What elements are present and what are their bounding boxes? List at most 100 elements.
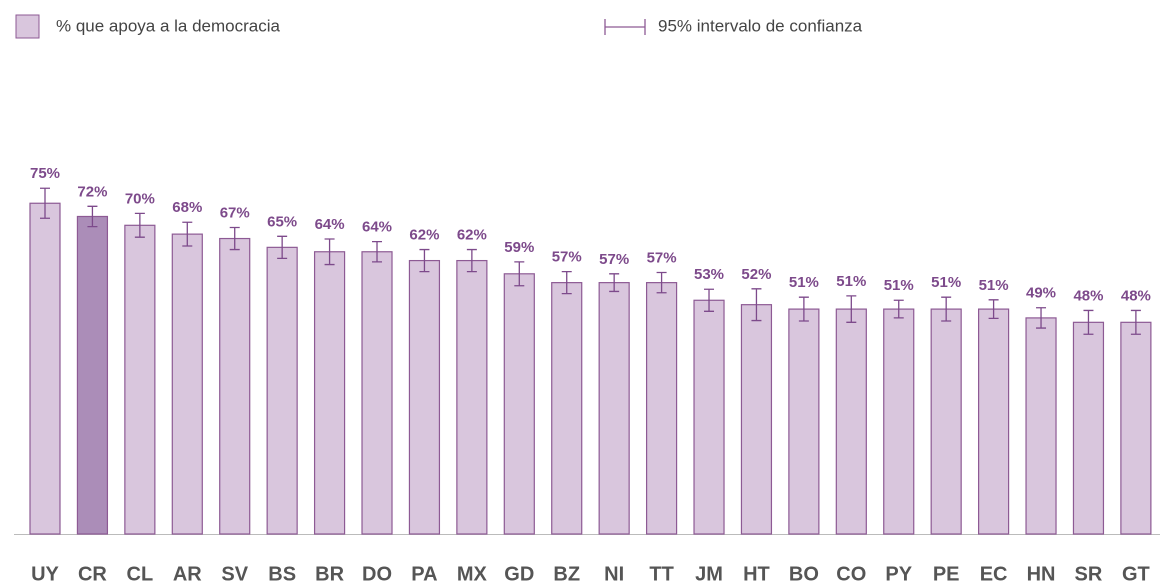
- bar: [598, 282, 630, 535]
- x-tick-label: MX: [457, 563, 488, 585]
- error-bar: [1083, 309, 1094, 335]
- x-tick-label: BO: [789, 563, 819, 585]
- bar: [171, 233, 203, 535]
- error-bar: [87, 205, 98, 228]
- value-label: 51%: [931, 274, 961, 291]
- x-tick-label: TT: [649, 563, 673, 585]
- value-label: 64%: [362, 219, 392, 236]
- error-bar: [372, 240, 383, 263]
- error-bar: [229, 226, 240, 251]
- value-label: 62%: [409, 227, 439, 244]
- x-tick-label: PY: [885, 563, 912, 585]
- error-bar: [1130, 309, 1141, 335]
- value-label: 48%: [1121, 287, 1151, 304]
- x-tick-label: PE: [933, 563, 960, 585]
- value-label: 51%: [836, 273, 866, 290]
- value-label: 49%: [1026, 285, 1056, 302]
- error-bar: [182, 221, 193, 247]
- bar: [977, 308, 1010, 535]
- value-label: 64%: [315, 216, 345, 233]
- x-tick-label: SV: [221, 563, 248, 585]
- bar: [29, 202, 61, 535]
- error-bar: [40, 187, 50, 219]
- value-label: 51%: [789, 274, 819, 291]
- x-tick-label: GT: [1122, 563, 1150, 585]
- bar: [883, 308, 915, 535]
- x-tick-label: GD: [504, 563, 534, 585]
- x-tick-label: BR: [315, 563, 344, 585]
- value-label: 53%: [694, 266, 724, 283]
- bar: [930, 308, 962, 535]
- error-bar: [704, 288, 715, 312]
- error-bar: [419, 248, 430, 273]
- bar: [266, 246, 298, 535]
- x-tick-label: NI: [604, 563, 624, 585]
- bar: [693, 299, 725, 535]
- error-bar: [751, 288, 762, 322]
- value-label: 57%: [552, 249, 582, 266]
- bar: [1025, 317, 1057, 535]
- x-tick-label: SR: [1075, 563, 1103, 585]
- bar: [76, 215, 109, 535]
- error-bar: [798, 296, 809, 322]
- value-label: 51%: [979, 277, 1009, 294]
- error-bar: [134, 212, 145, 238]
- x-tick-label: EC: [980, 563, 1008, 585]
- value-label: 72%: [77, 183, 107, 200]
- error-bar: [277, 235, 288, 260]
- x-tick-label: HN: [1027, 563, 1056, 585]
- value-label: 68%: [172, 199, 202, 216]
- error-bar: [941, 296, 952, 322]
- value-label: 59%: [504, 239, 534, 256]
- x-tick-label: BZ: [553, 563, 580, 585]
- x-tick-label: HT: [743, 563, 770, 585]
- value-label: 62%: [457, 227, 487, 244]
- bar: [361, 251, 393, 535]
- value-label: 75%: [30, 165, 60, 182]
- value-label: 48%: [1073, 287, 1103, 304]
- error-bar: [609, 273, 620, 293]
- x-tick-label: CR: [78, 563, 107, 585]
- legend-swatch: [15, 14, 40, 39]
- error-bar: [514, 261, 525, 287]
- error-bar: [1036, 307, 1047, 329]
- bar: [1072, 321, 1105, 535]
- error-bar: [656, 271, 667, 294]
- value-label: 52%: [741, 266, 771, 283]
- bar: [740, 304, 773, 535]
- error-legend-label: 95% intervalo de confianza: [658, 16, 863, 35]
- x-tick-label: CO: [836, 563, 866, 585]
- x-tick-label: BS: [268, 563, 296, 585]
- bar: [503, 273, 535, 535]
- bar: [645, 282, 678, 535]
- error-bar: [466, 248, 477, 273]
- x-tick-label: PA: [411, 563, 437, 585]
- error-bar: [561, 270, 572, 295]
- x-tick-label: UY: [31, 563, 59, 585]
- error-bar: [893, 299, 904, 319]
- x-tick-label: DO: [362, 563, 392, 585]
- bar: [313, 251, 346, 535]
- error-bar: [324, 238, 335, 266]
- bar: [124, 224, 156, 535]
- value-label: 67%: [220, 204, 250, 221]
- bar: [835, 308, 867, 535]
- value-label: 51%: [884, 277, 914, 294]
- x-tick-label: AR: [173, 563, 202, 585]
- bar: [1120, 321, 1152, 535]
- error-bar: [988, 299, 999, 320]
- value-label: 57%: [647, 249, 677, 266]
- legend-label: % que apoya a la democracia: [56, 16, 281, 35]
- error-legend-icon: [604, 19, 646, 35]
- value-label: 57%: [599, 251, 629, 268]
- x-tick-label: CL: [127, 563, 154, 585]
- bar: [408, 259, 441, 535]
- error-bar: [846, 295, 857, 323]
- bar: [456, 259, 488, 535]
- bar: [219, 237, 251, 535]
- bar: [788, 308, 820, 535]
- x-tick-label: JM: [695, 563, 723, 585]
- bar: [551, 282, 583, 535]
- value-label: 70%: [125, 190, 155, 207]
- value-label: 65%: [267, 213, 297, 230]
